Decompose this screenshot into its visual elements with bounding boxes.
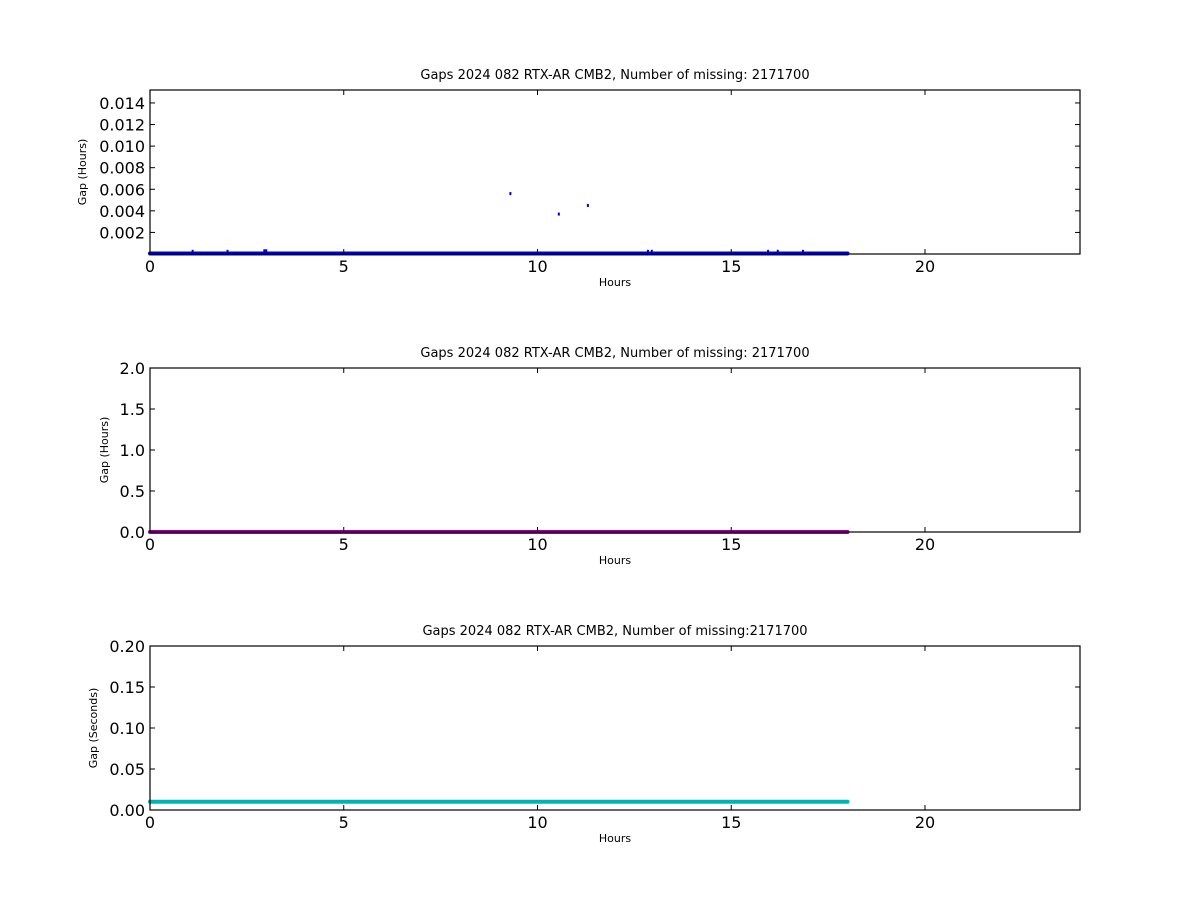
y-tick-label: 0.05 [109, 760, 145, 779]
data-point [509, 192, 512, 196]
y-axis-label: Gap (Seconds) [87, 688, 100, 769]
chart-panel-2: Gaps 2024 082 RTX-AR CMB2, Number of mis… [98, 346, 1081, 567]
data-point [263, 249, 266, 253]
y-tick-label: 0.20 [109, 637, 145, 656]
y-tick-label: 0.008 [99, 159, 145, 178]
data-point [265, 249, 268, 253]
plot-frame [149, 89, 1081, 255]
x-tick-label: 5 [339, 257, 349, 276]
plot-frame [149, 367, 1081, 533]
x-tick-label: 5 [339, 535, 349, 554]
data-point [767, 249, 770, 253]
y-tick-label: 0.5 [120, 482, 145, 501]
y-tick-label: 0.0 [120, 523, 145, 542]
chart-panel-3: Gaps 2024 082 RTX-AR CMB2, Number of mis… [87, 624, 1081, 845]
data-point [586, 203, 589, 207]
x-axis-label: Hours [599, 276, 631, 289]
y-tick-label: 0.006 [99, 180, 145, 199]
data-point [646, 249, 649, 253]
x-tick-label: 20 [915, 813, 935, 832]
y-tick-label: 0.014 [99, 94, 145, 113]
chart-panel-1: Gaps 2024 082 RTX-AR CMB2, Number of mis… [76, 68, 1081, 289]
x-tick-label: 15 [721, 813, 741, 832]
x-tick-label: 20 [915, 257, 935, 276]
data-point [226, 249, 229, 253]
x-tick-label: 0 [145, 257, 155, 276]
x-tick-label: 5 [339, 813, 349, 832]
y-tick-label: 0.004 [99, 202, 145, 221]
x-tick-label: 10 [527, 535, 547, 554]
data-point [650, 249, 653, 253]
y-tick-label: 1.0 [120, 441, 145, 460]
y-tick-label: 0.15 [109, 678, 145, 697]
data-point [776, 249, 779, 253]
chart-title: Gaps 2024 082 RTX-AR CMB2, Number of mis… [420, 346, 809, 361]
y-tick-label: 1.5 [120, 400, 145, 419]
x-axis-label: Hours [599, 832, 631, 845]
x-tick-label: 15 [721, 535, 741, 554]
y-tick-label: 0.002 [99, 223, 145, 242]
chart-title: Gaps 2024 082 RTX-AR CMB2, Number of mis… [420, 68, 809, 83]
y-tick-label: 0.012 [99, 116, 145, 135]
y-axis-label: Gap (Hours) [98, 417, 111, 484]
data-point [801, 249, 804, 253]
chart-title: Gaps 2024 082 RTX-AR CMB2, Number of mis… [422, 624, 807, 639]
x-tick-label: 0 [145, 535, 155, 554]
plot-frame [149, 645, 1081, 811]
y-tick-label: 0.010 [99, 137, 145, 156]
y-tick-label: 0.00 [109, 801, 145, 820]
data-point [557, 212, 560, 216]
x-axis-label: Hours [599, 554, 631, 567]
y-tick-label: 0.10 [109, 719, 145, 738]
x-tick-label: 20 [915, 535, 935, 554]
plots-container: Gaps 2024 082 RTX-AR CMB2, Number of mis… [76, 68, 1081, 845]
x-tick-label: 10 [527, 813, 547, 832]
x-tick-label: 10 [527, 257, 547, 276]
x-tick-label: 0 [145, 813, 155, 832]
y-axis-label: Gap (Hours) [76, 139, 89, 206]
data-point [191, 249, 194, 253]
y-tick-label: 2.0 [120, 359, 145, 378]
x-tick-label: 15 [721, 257, 741, 276]
